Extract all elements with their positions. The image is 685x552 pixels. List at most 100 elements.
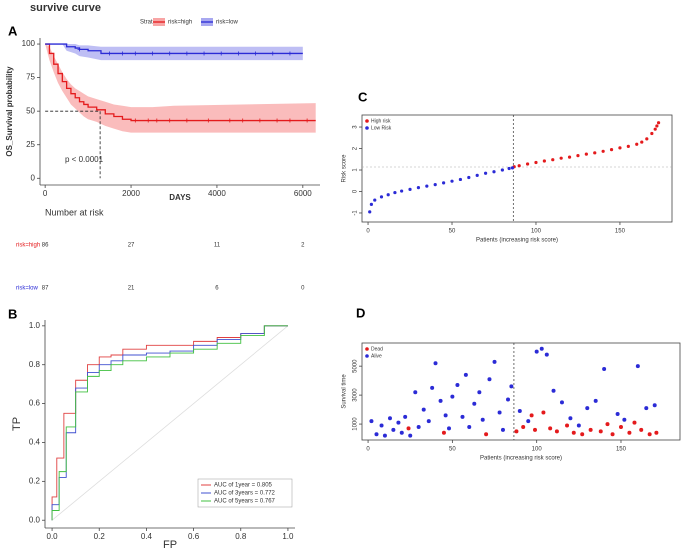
point: [408, 433, 413, 438]
point: [525, 162, 530, 166]
censor-mark: [253, 51, 258, 56]
point: [615, 411, 620, 416]
risk-count: 11: [214, 243, 221, 249]
point: [656, 121, 661, 125]
point: [368, 210, 372, 214]
point: [654, 430, 659, 435]
point: [635, 142, 639, 146]
ci-band: [45, 44, 303, 61]
x-tick-label: 0.4: [141, 532, 153, 541]
risk-table-title: Number at risk: [45, 207, 104, 217]
point: [393, 190, 397, 195]
y-axis-label: OS_Survival probability: [5, 66, 14, 157]
point: [618, 146, 622, 150]
y-tick-label: 0.0: [29, 515, 41, 524]
point: [441, 430, 446, 435]
point: [632, 420, 637, 425]
point: [382, 433, 387, 438]
x-tick-label: 0.2: [94, 532, 106, 541]
point: [514, 429, 519, 434]
x-tick-label: 2000: [122, 189, 140, 198]
point: [500, 168, 504, 172]
point: [551, 388, 556, 393]
point: [534, 160, 538, 165]
roc-curve: [51, 325, 288, 521]
point: [433, 361, 438, 366]
point: [399, 430, 404, 435]
point: [626, 144, 630, 148]
point: [450, 179, 454, 183]
point: [576, 423, 581, 428]
x-axis-label: FP: [163, 539, 177, 551]
point: [529, 413, 534, 418]
point: [483, 171, 488, 175]
point: [639, 427, 644, 432]
point: [406, 426, 411, 431]
censor-mark: [120, 51, 125, 56]
censor-mark: [167, 51, 172, 56]
legend-key: [365, 347, 369, 351]
panel-letter: C: [358, 89, 368, 104]
y-tick-label: 25: [26, 140, 35, 149]
point: [539, 346, 544, 351]
x-axis-label: Patients (increasing risk score): [476, 238, 558, 244]
p-value: p < 0.0001: [65, 155, 104, 164]
y-tick-label: 50: [26, 106, 35, 115]
point: [645, 137, 649, 141]
point: [467, 175, 471, 180]
point: [373, 198, 377, 202]
x-tick-label: 0.0: [47, 532, 59, 541]
point: [386, 193, 390, 197]
x-tick-label: 6000: [294, 189, 312, 198]
x-axis-label: Patients (increasing risk score): [480, 456, 562, 462]
point: [484, 432, 489, 437]
reference-diagonal: [51, 325, 289, 521]
point: [416, 424, 421, 429]
risk-count: 87: [42, 286, 49, 292]
point: [653, 127, 657, 131]
legend-key: [365, 354, 369, 358]
point: [576, 154, 580, 158]
point: [542, 159, 546, 163]
censor-mark: [133, 118, 138, 123]
point: [497, 410, 502, 415]
censor-mark: [227, 118, 232, 123]
panel-letter: A: [8, 23, 18, 38]
censor-mark: [77, 47, 82, 52]
legend-key: [365, 119, 369, 123]
legend-label: AUC of 5years = 0.767: [214, 499, 276, 505]
point: [544, 352, 549, 357]
point: [602, 367, 607, 372]
y-tick-label: 1: [353, 168, 359, 172]
panel-letter: D: [356, 305, 365, 320]
x-tick-label: 0.8: [235, 532, 247, 541]
x-tick-label: 150: [616, 447, 627, 453]
y-tick-label: 3: [353, 125, 359, 129]
point: [413, 390, 418, 395]
plot-frame: [361, 114, 673, 223]
point: [463, 372, 468, 377]
x-tick-label: 50: [449, 229, 456, 235]
point: [568, 416, 573, 421]
point: [387, 416, 392, 421]
point: [447, 426, 452, 431]
point: [475, 173, 479, 177]
point: [433, 183, 437, 187]
point: [565, 423, 570, 428]
censor-mark: [236, 51, 241, 56]
point: [571, 430, 576, 435]
risk-row-label: risk=low: [16, 286, 39, 292]
censor-mark: [287, 118, 292, 123]
censor-mark: [167, 118, 172, 123]
point: [517, 409, 522, 414]
point: [622, 417, 627, 422]
point: [460, 414, 465, 419]
x-tick-label: 0: [366, 447, 370, 453]
point: [618, 424, 623, 429]
x-tick-label: 150: [615, 229, 626, 235]
figure-title: survive curve: [30, 2, 101, 14]
point: [379, 423, 384, 428]
point: [450, 394, 455, 399]
x-tick-label: 1.0: [282, 532, 294, 541]
point: [467, 424, 472, 429]
